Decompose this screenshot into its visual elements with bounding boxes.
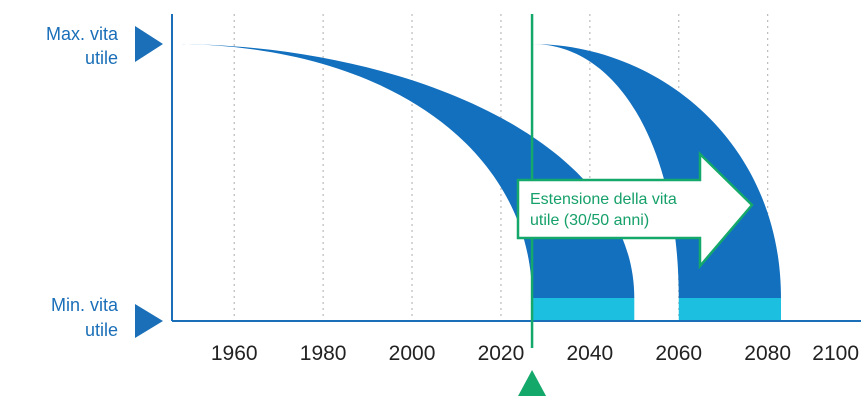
min-marker-triangle [135,304,163,338]
extension-label-line2: utile (30/50 anni) [530,212,649,229]
x-tick-label-1960: 1960 [211,342,258,365]
x-tick-label-2100: 2100 [812,342,859,365]
current-year-triangle [518,370,547,396]
max-marker-triangle [135,26,163,62]
min-life-bar-1 [532,298,635,321]
min-life-bar-2 [678,298,781,321]
max-label-line1: Max. vita [46,24,119,44]
x-tick-label-2040: 2040 [566,342,613,365]
axes [171,14,861,322]
x-tick-label-1980: 1980 [300,342,347,365]
y-axis-labels: Max. vita utile Min. vita utile [46,24,163,340]
x-tick-label-2080: 2080 [744,342,791,365]
extension-annotation: Estensione della vita utile (30/50 anni) [516,151,754,270]
life-band-1 [172,44,635,298]
min-label-line1: Min. vita [51,295,119,315]
x-tick-label-2020: 2020 [478,342,525,365]
max-label-line2: utile [85,48,118,68]
extension-label-line1: Estensione della vita [530,191,677,208]
min-label-line2: utile [85,320,118,340]
x-tick-labels: 1960 1980 2000 2020 2040 2060 2080 2100 [211,342,859,365]
extension-arrow-icon [516,151,754,270]
x-tick-label-2060: 2060 [655,342,702,365]
x-tick-label-2000: 2000 [389,342,436,365]
